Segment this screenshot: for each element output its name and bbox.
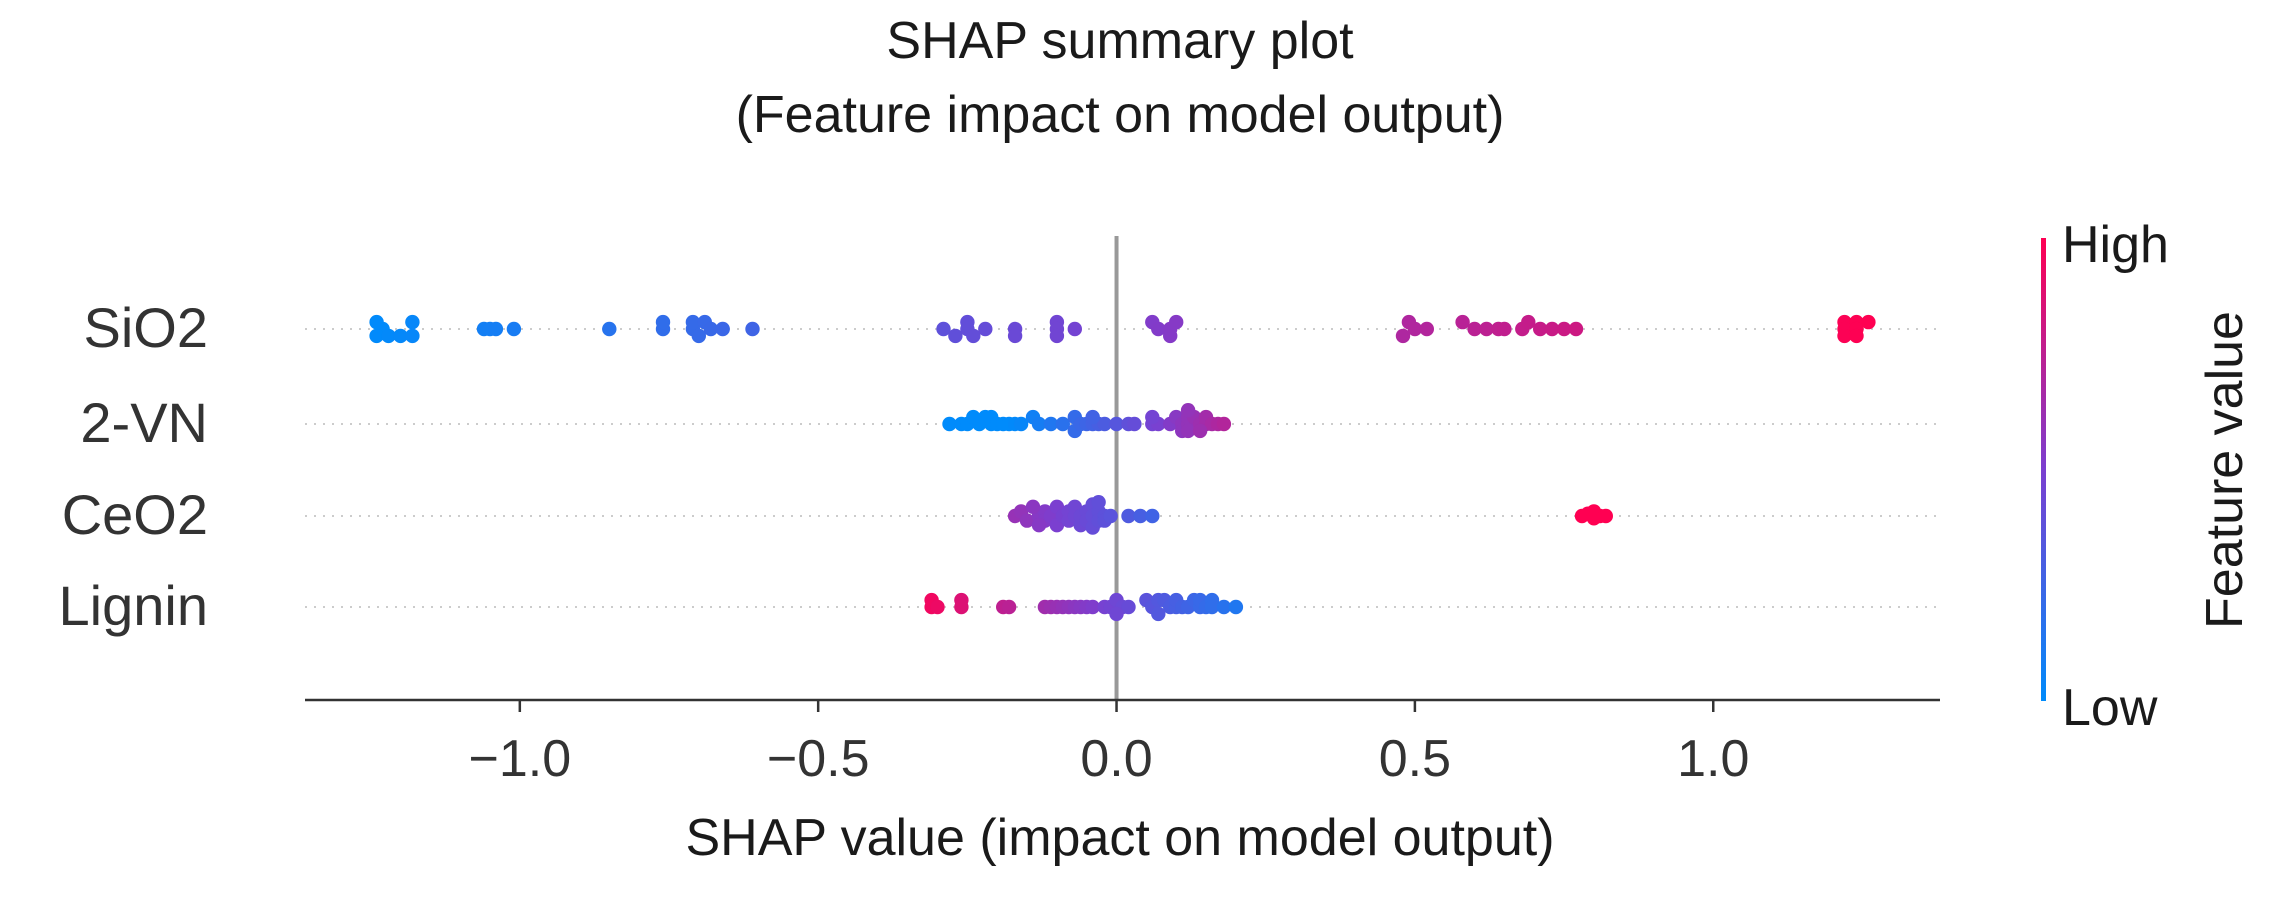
- feature-label: CeO2: [62, 483, 208, 546]
- colorbar: [2041, 238, 2046, 701]
- data-point: [1055, 416, 1071, 432]
- data-point: [1849, 328, 1864, 344]
- data-point: [405, 314, 420, 330]
- data-point: [1043, 416, 1059, 432]
- data-point: [1103, 508, 1118, 524]
- data-point: [1586, 511, 1602, 526]
- feature-label: SiO2: [84, 296, 209, 359]
- data-point: [1216, 599, 1232, 615]
- grid-lines: [305, 328, 1940, 608]
- data-point: [602, 321, 617, 337]
- data-point: [1533, 321, 1548, 337]
- data-point: [393, 328, 408, 344]
- feature-label: 2-VN: [80, 391, 208, 454]
- data-point: [381, 328, 396, 344]
- data-point: [1067, 321, 1083, 337]
- data-point: [1085, 599, 1100, 615]
- data-point: [1568, 321, 1584, 337]
- data-point: [655, 314, 671, 330]
- chart-subtitle: (Feature impact on model output): [736, 86, 1505, 144]
- colorbar-high-label: High: [2062, 216, 2169, 274]
- data-point: [1556, 321, 1572, 337]
- data-point: [1598, 508, 1614, 524]
- data-point: [1109, 416, 1124, 432]
- data-point: [942, 416, 957, 432]
- data-point: [1180, 423, 1196, 439]
- x-tick-label: 0.0: [1080, 730, 1152, 788]
- data-point: [1151, 606, 1166, 622]
- data-point: [1031, 518, 1047, 533]
- data-point: [1085, 409, 1100, 425]
- data-point: [1019, 513, 1035, 528]
- data-point: [966, 328, 981, 344]
- data-point: [1837, 328, 1852, 344]
- data-point: [1145, 508, 1160, 524]
- data-point: [1521, 314, 1536, 330]
- colorbar-low-label: Low: [2062, 679, 2158, 737]
- data-point: [1407, 321, 1423, 337]
- data-point: [1001, 599, 1017, 615]
- data-point: [1121, 508, 1136, 524]
- data-point: [369, 314, 384, 330]
- data-point: [1455, 314, 1470, 330]
- data-point: [691, 328, 706, 344]
- x-tick-label: −1.0: [468, 730, 571, 788]
- data-point: [703, 321, 718, 337]
- data-point: [1097, 416, 1112, 432]
- data-point: [1109, 606, 1124, 622]
- data-point: [369, 328, 384, 344]
- data-point: [972, 416, 987, 432]
- data-point: [1216, 416, 1232, 432]
- data-point: [1419, 321, 1435, 337]
- data-point: [1544, 321, 1560, 337]
- x-tick-label: 1.0: [1677, 730, 1749, 788]
- data-point: [405, 328, 420, 344]
- colorbar-title: Feature value: [2196, 311, 2254, 629]
- data-point: [978, 321, 993, 337]
- data-point: [1180, 403, 1196, 418]
- data-point: [1192, 423, 1208, 439]
- data-point: [1228, 599, 1244, 615]
- data-point: [1151, 321, 1166, 337]
- x-tick-label: 0.5: [1379, 730, 1451, 788]
- data-point: [1121, 599, 1136, 615]
- data-point: [1467, 321, 1482, 337]
- feature-label: Lignin: [59, 574, 208, 637]
- data-point: [1497, 321, 1512, 337]
- data-point: [1025, 499, 1041, 514]
- data-point: [1031, 416, 1047, 432]
- data-point: [488, 321, 504, 337]
- data-point: [1395, 328, 1411, 344]
- data-point: [685, 314, 701, 330]
- data-point: [954, 599, 969, 615]
- data-point: [1169, 314, 1184, 330]
- data-point: [1861, 314, 1876, 330]
- data-point: [936, 321, 951, 337]
- data-point: [1007, 328, 1023, 344]
- x-tick-label: −0.5: [767, 730, 870, 788]
- data-point: [1013, 416, 1029, 432]
- data-point: [1145, 409, 1160, 425]
- y-labels: SiO2 2-VN CeO2 Lignin: [59, 296, 208, 637]
- data-point: [1479, 321, 1494, 337]
- data-point: [506, 321, 522, 337]
- points-layer: [369, 314, 1876, 622]
- data-point: [930, 599, 945, 615]
- data-point: [960, 314, 975, 330]
- x-axis-label: SHAP value (impact on model output): [685, 809, 1554, 867]
- data-point: [1127, 416, 1142, 432]
- chart-title: SHAP summary plot: [886, 12, 1354, 70]
- data-point: [948, 328, 963, 344]
- data-point: [1204, 599, 1220, 615]
- data-point: [1049, 328, 1065, 344]
- data-point: [1091, 495, 1106, 510]
- data-point: [745, 321, 760, 337]
- x-ticks: −1.0 −0.5 0.0 0.5 1.0: [468, 700, 1749, 788]
- data-point: [1133, 508, 1148, 524]
- data-point: [715, 321, 730, 337]
